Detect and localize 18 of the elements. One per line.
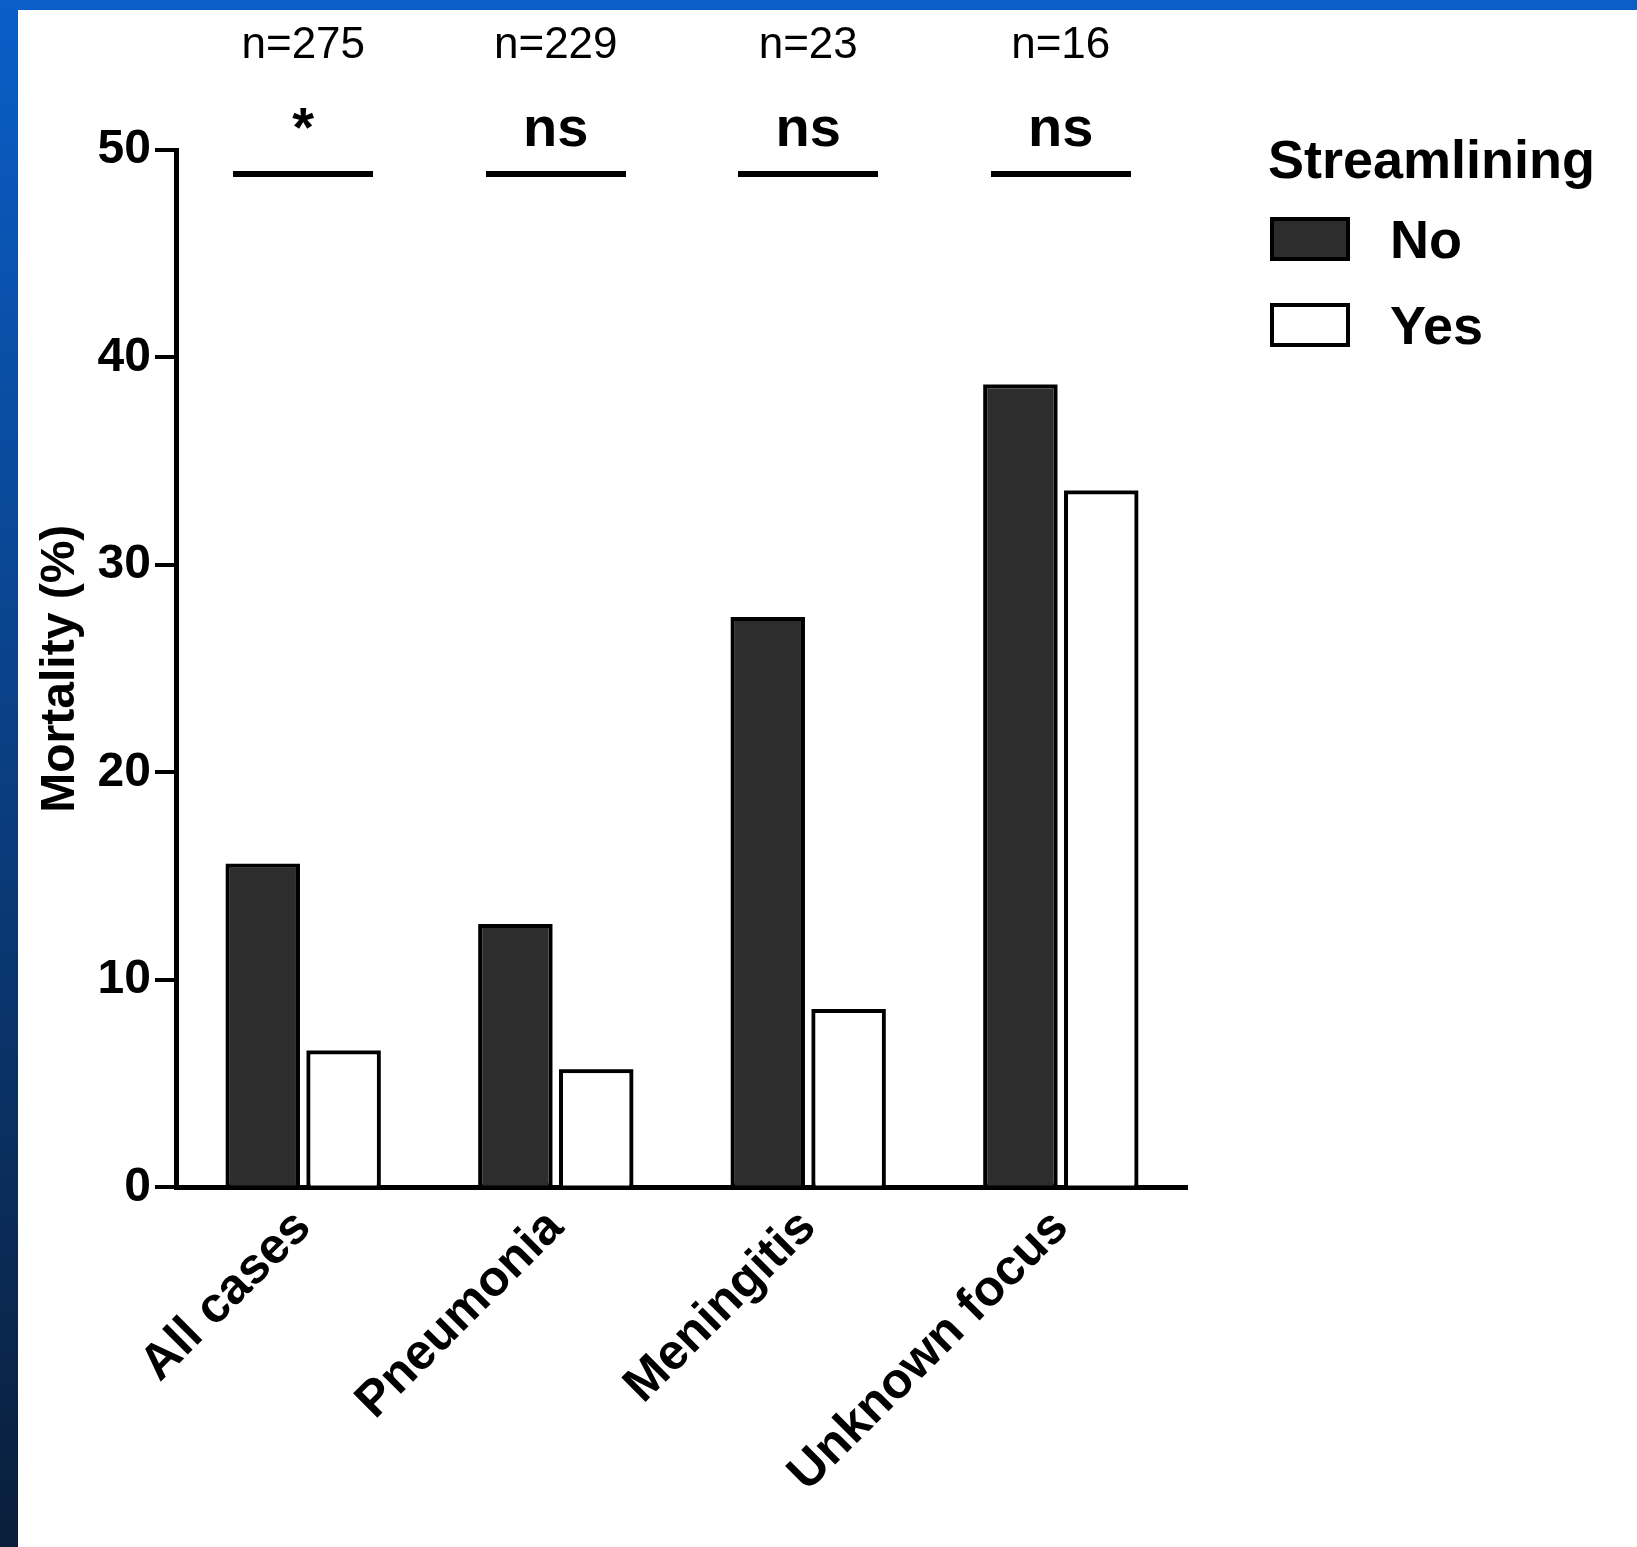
- text: Yes: [1390, 294, 1484, 356]
- legend-label: No: [1390, 208, 1462, 270]
- text: n=16: [1011, 18, 1111, 68]
- text: n=23: [758, 18, 858, 68]
- y-tick-label: 30: [97, 535, 151, 589]
- y-axis-title: Mortality (%): [31, 524, 85, 813]
- y-tick-label: 40: [97, 327, 151, 381]
- y-tick-label: 20: [97, 742, 151, 796]
- annotation: ns: [1028, 95, 1094, 158]
- y-tick-label: 10: [97, 950, 151, 1004]
- annotation: *: [292, 95, 315, 158]
- annotation: ns: [775, 95, 841, 158]
- text: n=275: [241, 18, 366, 68]
- text: n=229: [493, 18, 618, 68]
- legend-title: Streamlining: [1268, 128, 1596, 190]
- y-tick-label: 0: [124, 1157, 151, 1211]
- y-tick-label: 50: [97, 120, 151, 174]
- annotation: ns: [523, 95, 589, 158]
